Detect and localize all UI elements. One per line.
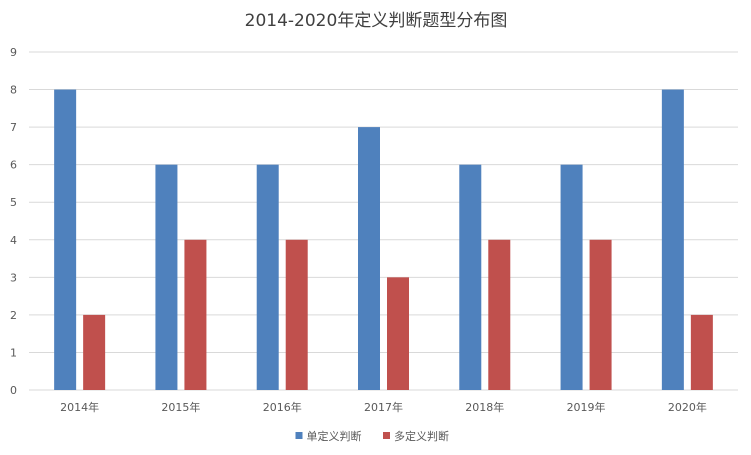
legend-label: 多定义判断 (394, 429, 449, 443)
y-tick-label: 5 (10, 196, 17, 209)
bars (54, 89, 713, 391)
legend-swatch (383, 432, 390, 439)
x-tick-label: 2017年 (364, 400, 403, 414)
y-tick-label: 0 (10, 384, 17, 397)
y-tick-label: 9 (10, 46, 17, 59)
x-tick-label: 2018年 (465, 400, 504, 414)
bar (661, 89, 684, 391)
bar (155, 164, 178, 390)
bar (358, 127, 380, 390)
bar (83, 314, 106, 390)
legend-swatch (295, 432, 303, 439)
legend-label: 单定义判断 (307, 429, 362, 443)
bar (488, 239, 511, 390)
bar (256, 164, 279, 390)
y-tick-label: 6 (10, 159, 17, 172)
x-axis-ticks: 2014年 2015年 2016年 2017年 2018年 2019年 2020年 (60, 400, 707, 414)
bar (285, 239, 308, 390)
x-tick-label: 2020年 (668, 400, 707, 414)
legend: 单定义判断 多定义判断 (295, 429, 449, 443)
chart-title: 2014-2020年定义判断题型分布图 (245, 11, 508, 31)
bar (589, 239, 612, 390)
y-tick-label: 2 (10, 309, 17, 322)
y-tick-label: 4 (10, 234, 17, 247)
bar (690, 314, 713, 390)
bar (184, 239, 207, 390)
bar (459, 164, 482, 390)
y-tick-label: 7 (10, 121, 17, 134)
y-tick-label: 3 (10, 271, 17, 284)
y-axis-ticks: 0 1 2 3 4 5 6 7 8 9 (10, 46, 17, 397)
bar (387, 277, 409, 390)
gridlines (29, 51, 738, 391)
y-tick-label: 8 (10, 84, 17, 97)
x-tick-label: 2019年 (567, 400, 606, 414)
x-tick-label: 2014年 (60, 400, 99, 414)
y-tick-label: 1 (10, 346, 17, 359)
bar (54, 89, 77, 391)
x-tick-label: 2015年 (161, 400, 200, 414)
bar (560, 164, 583, 390)
x-tick-label: 2016年 (263, 400, 302, 414)
